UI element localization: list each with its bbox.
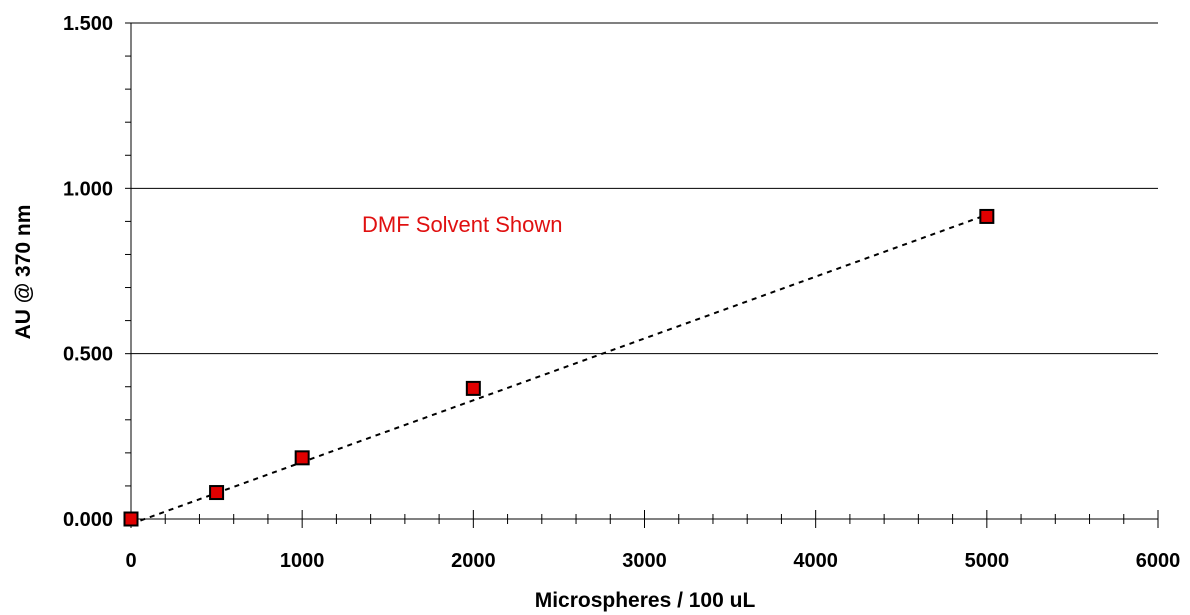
data-point	[209, 485, 225, 501]
x-tick-label: 6000	[1136, 550, 1181, 572]
data-points	[123, 208, 995, 527]
y-tick-label: 1.000	[63, 178, 113, 200]
y-tick-label: 0.500	[63, 344, 113, 366]
x-tick-label: 1000	[280, 550, 325, 572]
x-tick-label: 4000	[793, 550, 838, 572]
x-tick-label: 2000	[451, 550, 496, 572]
data-point	[123, 511, 139, 527]
data-point	[465, 380, 481, 396]
y-tick-label: 1.500	[63, 13, 113, 35]
data-point	[979, 208, 995, 224]
annotation-text: DMF Solvent Shown	[362, 212, 563, 237]
x-tick-label: 5000	[965, 550, 1010, 572]
y-axis-title: AU @ 370 nm	[12, 205, 35, 340]
tick-labels: 0.000 0.500 1.000 1.500 0 1000 2000 3000 4000 500…	[63, 13, 1180, 572]
x-tick-label: 3000	[622, 550, 667, 572]
trendline-path	[130, 213, 988, 525]
x-axis-title: Microspheres / 100 uL	[535, 589, 756, 612]
x-tick-label: 0	[125, 550, 136, 572]
axes	[125, 22, 1159, 528]
trendline	[130, 213, 988, 525]
data-point	[294, 450, 310, 466]
gridlines	[131, 22, 1158, 355]
y-tick-label: 0.000	[63, 509, 113, 531]
